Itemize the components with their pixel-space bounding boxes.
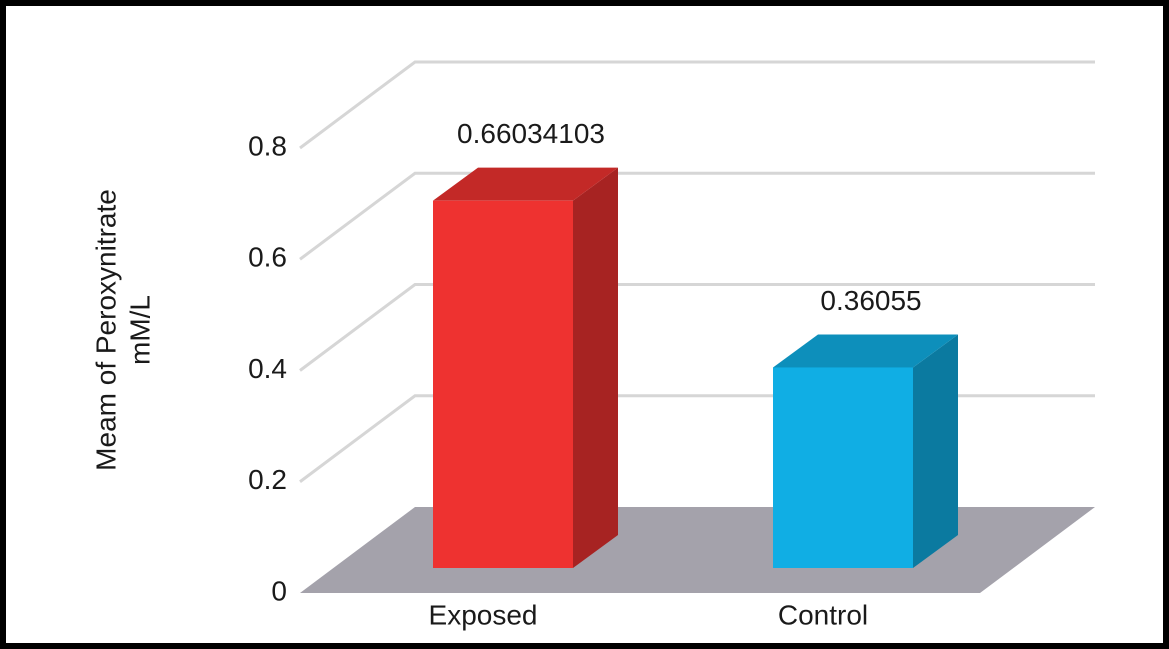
bar (433, 200, 573, 568)
bar-top (773, 334, 958, 368)
y-tick-label: 0 (271, 575, 287, 606)
y-axis-label: Meam of Peroxynitrate (90, 189, 121, 471)
grid-line (299, 60, 1095, 150)
bar-side (913, 334, 958, 568)
bar-side (573, 167, 618, 568)
grid-line (299, 171, 1095, 261)
value-label: 0.36055 (820, 285, 921, 316)
x-tick-label: Control (778, 599, 868, 630)
y-tick-label: 0.6 (248, 242, 287, 273)
y-tick-label: 0.8 (248, 130, 287, 161)
value-label: 0.66034103 (457, 118, 605, 149)
y-axis-label: mM/L (124, 295, 155, 365)
bar (773, 367, 913, 568)
floor (300, 507, 1095, 593)
y-tick-label: 0.2 (248, 464, 287, 495)
grid-line (299, 283, 1095, 372)
x-tick-label: Exposed (429, 599, 538, 630)
bar-top (433, 167, 618, 201)
y-tick-label: 0.4 (248, 353, 287, 384)
